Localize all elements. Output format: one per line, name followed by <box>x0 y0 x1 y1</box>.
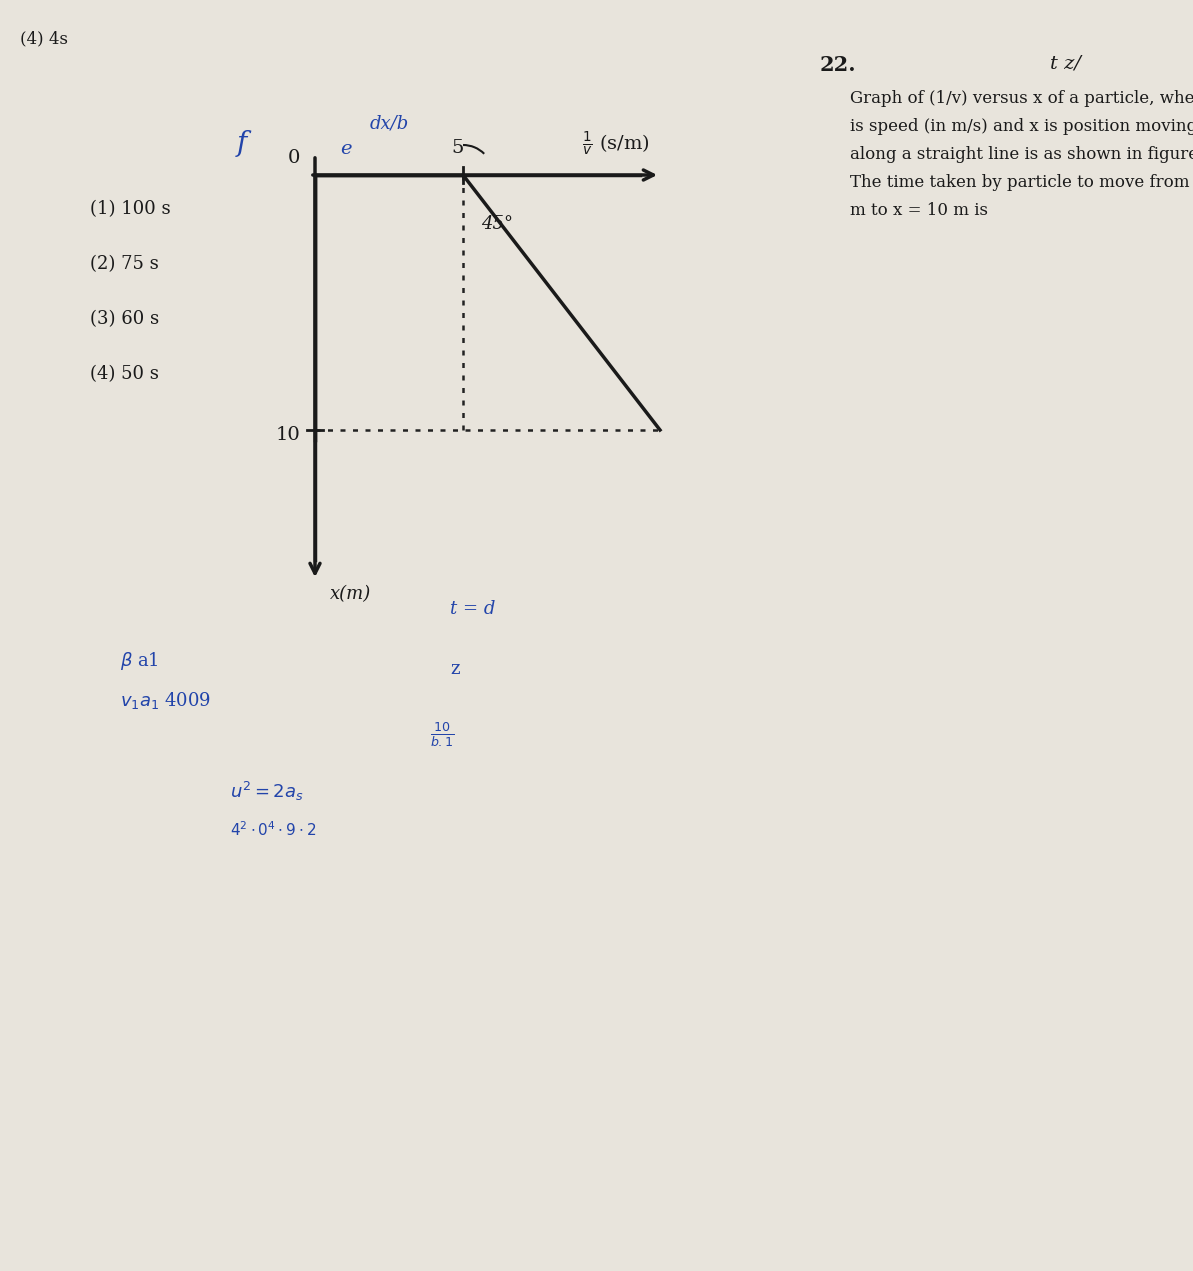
Text: $\frac{1}{v}$ (s/m): $\frac{1}{v}$ (s/m) <box>582 130 650 158</box>
Text: along a straight line is as shown in figure.: along a straight line is as shown in fig… <box>849 146 1193 163</box>
Text: 5: 5 <box>452 139 464 158</box>
Text: is speed (in m/s) and x is position moving: is speed (in m/s) and x is position movi… <box>849 118 1193 135</box>
Text: $\frac{10}{b.1}$: $\frac{10}{b.1}$ <box>429 719 455 749</box>
Text: 22.: 22. <box>820 55 857 75</box>
Text: $\beta$ a1: $\beta$ a1 <box>120 649 159 672</box>
Text: x(m): x(m) <box>330 585 371 602</box>
Text: $u^2 = 2a_s$: $u^2 = 2a_s$ <box>230 780 304 803</box>
Text: $4^2 \cdot 0^4 \cdot 9 \cdot 2$: $4^2 \cdot 0^4 \cdot 9 \cdot 2$ <box>230 820 316 839</box>
Text: 10: 10 <box>276 426 299 444</box>
Text: Graph of (1/v) versus x of a particle, where v: Graph of (1/v) versus x of a particle, w… <box>849 90 1193 107</box>
Text: f: f <box>237 130 247 158</box>
Text: t = d: t = d <box>450 600 495 618</box>
Text: t z/: t z/ <box>1050 55 1081 72</box>
Text: z: z <box>450 660 459 677</box>
Text: (2) 75 s: (2) 75 s <box>89 255 159 273</box>
Text: The time taken by particle to move from x = 0: The time taken by particle to move from … <box>849 174 1193 191</box>
Text: (4) 50 s: (4) 50 s <box>89 365 159 383</box>
Text: (3) 60 s: (3) 60 s <box>89 310 159 328</box>
Text: $v_1 a_1$ 4009: $v_1 a_1$ 4009 <box>120 690 211 710</box>
Text: 0: 0 <box>288 149 299 167</box>
Text: dx/b: dx/b <box>370 114 409 133</box>
Text: (4) 4s: (4) 4s <box>20 31 68 47</box>
Text: 45°: 45° <box>481 215 513 233</box>
Text: e: e <box>340 140 352 158</box>
Text: (1) 100 s: (1) 100 s <box>89 200 171 219</box>
Text: m to x = 10 m is: m to x = 10 m is <box>849 202 988 219</box>
